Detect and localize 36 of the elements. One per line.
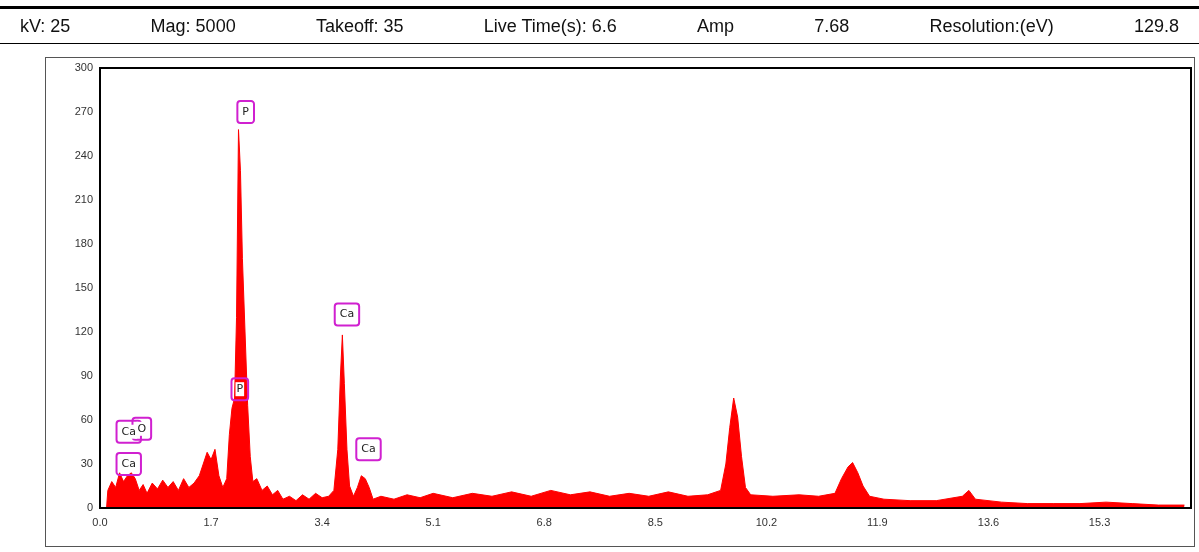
y-tick-label: 270 [74, 105, 93, 118]
annotation: O [137, 421, 147, 435]
x-tick-label: 0.0 [92, 515, 108, 528]
y-tick-label: 30 [80, 457, 93, 470]
text: kV: 25 [20, 15, 71, 37]
text: Amp [697, 15, 735, 37]
text: 7.68 [814, 15, 850, 37]
text: Mag: 5000 [150, 15, 236, 37]
y-tick-label: 90 [80, 369, 93, 382]
x-tick-label: 10.2 [755, 515, 778, 528]
x-tick-label: 5.1 [425, 515, 441, 528]
annotation: Ca [339, 307, 355, 321]
annotation: Ca [361, 442, 376, 456]
y-tick-label: 300 [74, 61, 93, 74]
x-tick-label: 6.8 [536, 515, 552, 528]
text: Resolution:(eV) [929, 15, 1054, 37]
text: Takeoff: 35 [315, 15, 404, 37]
text: 129.8 [1133, 15, 1179, 37]
x-tick-label: 8.5 [647, 515, 663, 528]
text: Live Time(s): 6.6 [483, 15, 617, 37]
annotation: P [242, 104, 250, 118]
x-tick-label: 11.9 [867, 515, 888, 528]
x-tick-label: 1.7 [203, 515, 219, 528]
y-tick-label: 120 [74, 325, 93, 338]
y-tick-label: 210 [74, 193, 93, 206]
y-tick-label: 0 [86, 501, 93, 514]
y-tick-label: 150 [74, 281, 93, 294]
annotation: P [236, 382, 244, 396]
y-tick-label: 60 [80, 413, 93, 426]
annotation: Ca [121, 424, 136, 438]
y-tick-label: 180 [74, 237, 93, 250]
y-tick-label: 240 [74, 149, 93, 162]
annotation: Ca [121, 456, 136, 470]
x-tick-label: 3.4 [314, 515, 330, 528]
x-tick-label: 15.3 [1088, 515, 1111, 528]
x-tick-label: 13.6 [977, 515, 1000, 528]
